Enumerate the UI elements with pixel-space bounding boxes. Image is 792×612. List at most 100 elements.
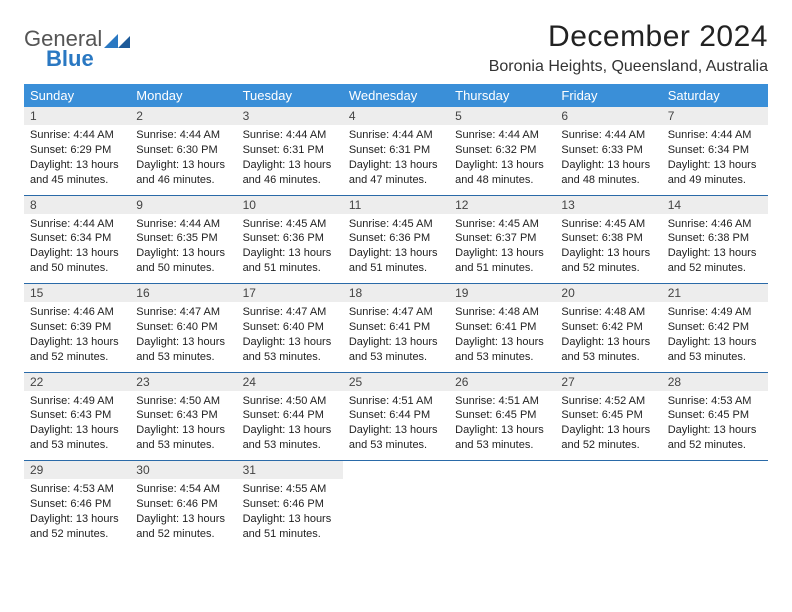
daylight-text: Daylight: 13 hours and 50 minutes. (30, 246, 124, 276)
day-data-cell: Sunrise: 4:49 AMSunset: 6:43 PMDaylight:… (24, 391, 130, 461)
daylight-text: Daylight: 13 hours and 53 minutes. (136, 335, 230, 365)
day-data-cell: Sunrise: 4:44 AMSunset: 6:29 PMDaylight:… (24, 125, 130, 195)
sunset-text: Sunset: 6:46 PM (243, 497, 337, 512)
daylight-text: Daylight: 13 hours and 50 minutes. (136, 246, 230, 276)
daylight-text: Daylight: 13 hours and 53 minutes. (30, 423, 124, 453)
day-number-cell (662, 461, 768, 480)
daylight-text: Daylight: 13 hours and 46 minutes. (136, 158, 230, 188)
daylight-text: Daylight: 13 hours and 52 minutes. (668, 246, 762, 276)
day-number-cell: 12 (449, 195, 555, 214)
sunrise-text: Sunrise: 4:50 AM (136, 394, 230, 409)
day-number-cell: 7 (662, 107, 768, 125)
sunset-text: Sunset: 6:43 PM (30, 408, 124, 423)
day-data-cell: Sunrise: 4:49 AMSunset: 6:42 PMDaylight:… (662, 302, 768, 372)
brand-word2: Blue (24, 48, 130, 70)
sunset-text: Sunset: 6:29 PM (30, 143, 124, 158)
sunset-text: Sunset: 6:41 PM (455, 320, 549, 335)
sunset-text: Sunset: 6:35 PM (136, 231, 230, 246)
daylight-text: Daylight: 13 hours and 53 minutes. (349, 335, 443, 365)
day-data-cell: Sunrise: 4:55 AMSunset: 6:46 PMDaylight:… (237, 479, 343, 549)
daylight-text: Daylight: 13 hours and 52 minutes. (136, 512, 230, 542)
day-number-cell: 10 (237, 195, 343, 214)
daylight-text: Daylight: 13 hours and 53 minutes. (136, 423, 230, 453)
day-data-cell: Sunrise: 4:44 AMSunset: 6:34 PMDaylight:… (24, 214, 130, 284)
sunrise-text: Sunrise: 4:45 AM (455, 217, 549, 232)
day-number-row: 15161718192021 (24, 284, 768, 303)
sunrise-text: Sunrise: 4:44 AM (30, 128, 124, 143)
day-data-row: Sunrise: 4:44 AMSunset: 6:29 PMDaylight:… (24, 125, 768, 195)
day-data-cell: Sunrise: 4:47 AMSunset: 6:40 PMDaylight:… (237, 302, 343, 372)
day-data-cell: Sunrise: 4:44 AMSunset: 6:32 PMDaylight:… (449, 125, 555, 195)
daylight-text: Daylight: 13 hours and 49 minutes. (668, 158, 762, 188)
day-number-cell: 8 (24, 195, 130, 214)
sunrise-text: Sunrise: 4:44 AM (668, 128, 762, 143)
day-data-cell: Sunrise: 4:48 AMSunset: 6:41 PMDaylight:… (449, 302, 555, 372)
day-data-cell: Sunrise: 4:50 AMSunset: 6:44 PMDaylight:… (237, 391, 343, 461)
daylight-text: Daylight: 13 hours and 53 minutes. (243, 423, 337, 453)
sunset-text: Sunset: 6:45 PM (668, 408, 762, 423)
day-data-cell (662, 479, 768, 549)
sunset-text: Sunset: 6:46 PM (30, 497, 124, 512)
sunrise-text: Sunrise: 4:45 AM (349, 217, 443, 232)
day-number-cell (343, 461, 449, 480)
location-text: Boronia Heights, Queensland, Australia (489, 58, 768, 76)
day-data-cell: Sunrise: 4:44 AMSunset: 6:31 PMDaylight:… (237, 125, 343, 195)
sunrise-text: Sunrise: 4:54 AM (136, 482, 230, 497)
day-data-cell: Sunrise: 4:50 AMSunset: 6:43 PMDaylight:… (130, 391, 236, 461)
day-number-row: 22232425262728 (24, 372, 768, 391)
day-data-cell: Sunrise: 4:45 AMSunset: 6:37 PMDaylight:… (449, 214, 555, 284)
daylight-text: Daylight: 13 hours and 52 minutes. (561, 423, 655, 453)
sunrise-text: Sunrise: 4:55 AM (243, 482, 337, 497)
day-number-cell: 14 (662, 195, 768, 214)
day-data-row: Sunrise: 4:53 AMSunset: 6:46 PMDaylight:… (24, 479, 768, 549)
sunrise-text: Sunrise: 4:52 AM (561, 394, 655, 409)
day-number-cell: 24 (237, 372, 343, 391)
sunrise-text: Sunrise: 4:45 AM (561, 217, 655, 232)
day-number-cell: 31 (237, 461, 343, 480)
daylight-text: Daylight: 13 hours and 46 minutes. (243, 158, 337, 188)
sunset-text: Sunset: 6:40 PM (136, 320, 230, 335)
day-number-cell: 26 (449, 372, 555, 391)
sunrise-text: Sunrise: 4:53 AM (668, 394, 762, 409)
sunset-text: Sunset: 6:31 PM (243, 143, 337, 158)
weekday-row: SundayMondayTuesdayWednesdayThursdayFrid… (24, 84, 768, 107)
day-data-cell (449, 479, 555, 549)
day-data-cell: Sunrise: 4:44 AMSunset: 6:34 PMDaylight:… (662, 125, 768, 195)
sunrise-text: Sunrise: 4:46 AM (668, 217, 762, 232)
weekday-header: Friday (555, 84, 661, 107)
daylight-text: Daylight: 13 hours and 51 minutes. (243, 246, 337, 276)
day-number-cell: 28 (662, 372, 768, 391)
day-data-cell (343, 479, 449, 549)
day-data-cell: Sunrise: 4:47 AMSunset: 6:41 PMDaylight:… (343, 302, 449, 372)
daylight-text: Daylight: 13 hours and 48 minutes. (561, 158, 655, 188)
daylight-text: Daylight: 13 hours and 51 minutes. (349, 246, 443, 276)
day-number-cell (555, 461, 661, 480)
sunrise-text: Sunrise: 4:51 AM (349, 394, 443, 409)
day-data-cell: Sunrise: 4:52 AMSunset: 6:45 PMDaylight:… (555, 391, 661, 461)
sunrise-text: Sunrise: 4:44 AM (136, 217, 230, 232)
sunset-text: Sunset: 6:36 PM (243, 231, 337, 246)
header: General Blue December 2024 Boronia Heigh… (24, 20, 768, 76)
calendar-body: 1234567Sunrise: 4:44 AMSunset: 6:29 PMDa… (24, 107, 768, 549)
sunrise-text: Sunrise: 4:47 AM (243, 305, 337, 320)
day-data-cell: Sunrise: 4:45 AMSunset: 6:38 PMDaylight:… (555, 214, 661, 284)
day-number-cell: 17 (237, 284, 343, 303)
day-number-row: 293031 (24, 461, 768, 480)
sunset-text: Sunset: 6:44 PM (243, 408, 337, 423)
day-number-cell: 19 (449, 284, 555, 303)
day-data-row: Sunrise: 4:46 AMSunset: 6:39 PMDaylight:… (24, 302, 768, 372)
sunrise-text: Sunrise: 4:49 AM (668, 305, 762, 320)
sunrise-text: Sunrise: 4:48 AM (455, 305, 549, 320)
day-data-cell: Sunrise: 4:51 AMSunset: 6:45 PMDaylight:… (449, 391, 555, 461)
day-data-cell: Sunrise: 4:54 AMSunset: 6:46 PMDaylight:… (130, 479, 236, 549)
brand-text: General Blue (24, 28, 130, 70)
day-data-row: Sunrise: 4:44 AMSunset: 6:34 PMDaylight:… (24, 214, 768, 284)
daylight-text: Daylight: 13 hours and 48 minutes. (455, 158, 549, 188)
sunrise-text: Sunrise: 4:53 AM (30, 482, 124, 497)
calendar-head: SundayMondayTuesdayWednesdayThursdayFrid… (24, 84, 768, 107)
day-data-cell: Sunrise: 4:46 AMSunset: 6:39 PMDaylight:… (24, 302, 130, 372)
arrow-icon (104, 30, 130, 44)
daylight-text: Daylight: 13 hours and 53 minutes. (349, 423, 443, 453)
sunset-text: Sunset: 6:45 PM (455, 408, 549, 423)
sunrise-text: Sunrise: 4:47 AM (349, 305, 443, 320)
